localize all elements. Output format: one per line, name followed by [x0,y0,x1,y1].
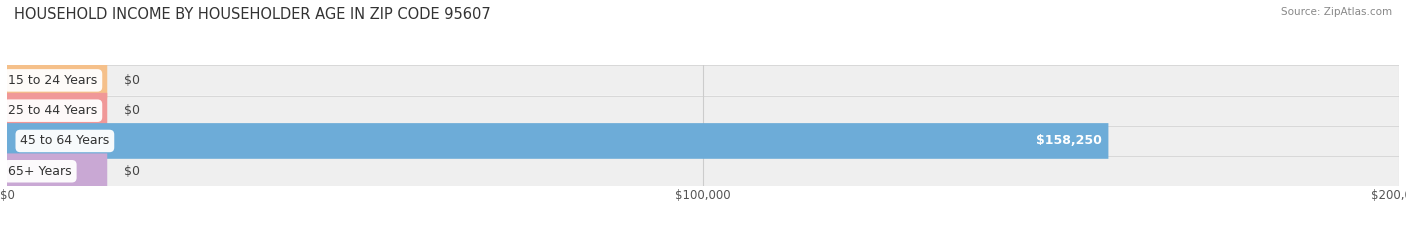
Text: Source: ZipAtlas.com: Source: ZipAtlas.com [1281,7,1392,17]
Text: 65+ Years: 65+ Years [8,165,72,178]
Text: $0: $0 [124,74,141,87]
FancyBboxPatch shape [7,96,1399,126]
FancyBboxPatch shape [7,65,1399,96]
Text: $158,250: $158,250 [1036,134,1101,147]
FancyBboxPatch shape [7,126,1399,156]
FancyBboxPatch shape [7,156,1399,186]
Text: 15 to 24 Years: 15 to 24 Years [8,74,97,87]
Text: 25 to 44 Years: 25 to 44 Years [8,104,97,117]
FancyBboxPatch shape [7,93,107,129]
Text: 45 to 64 Years: 45 to 64 Years [20,134,110,147]
FancyBboxPatch shape [7,62,107,98]
FancyBboxPatch shape [7,153,107,189]
Text: $0: $0 [124,165,141,178]
Text: $0: $0 [124,104,141,117]
Text: HOUSEHOLD INCOME BY HOUSEHOLDER AGE IN ZIP CODE 95607: HOUSEHOLD INCOME BY HOUSEHOLDER AGE IN Z… [14,7,491,22]
FancyBboxPatch shape [7,123,1108,159]
